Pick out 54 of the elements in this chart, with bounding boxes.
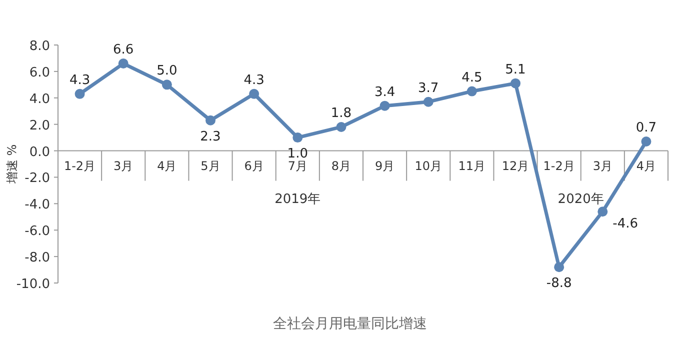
data-label: 1.8: [330, 106, 352, 121]
point: [206, 115, 216, 126]
y-tick-label: 0.0: [29, 144, 50, 160]
x-tick-label: 8月: [331, 158, 352, 173]
point: [118, 58, 128, 69]
data-label: 6.6: [113, 42, 134, 58]
annotation: 2020年: [558, 192, 604, 207]
x-tick-label: 3月: [592, 158, 612, 173]
x-tick-label: 1-2月: [543, 158, 575, 173]
x-tick-label: 3月: [114, 158, 134, 173]
data-label: -8.8: [546, 276, 572, 292]
data-label: -4.6: [612, 216, 638, 232]
data-label: 5.1: [505, 62, 526, 78]
x-tick-label: 6月: [244, 158, 264, 173]
y-tick-label: -4.0: [24, 198, 50, 213]
data-label: 2.3: [200, 129, 221, 144]
data-label: 3.4: [374, 84, 396, 100]
point: [554, 262, 564, 272]
data-label: 0.7: [636, 120, 657, 136]
y-tick-label: 2.0: [29, 118, 50, 134]
y-tick-label: -10.0: [16, 277, 50, 292]
x-tick-label: 5月: [200, 158, 220, 173]
y-axis-title: 增速 %: [5, 144, 19, 185]
point: [162, 80, 172, 90]
data-label: 4.3: [69, 72, 90, 88]
annotation: 2019年: [274, 192, 321, 207]
point: [249, 88, 260, 99]
point: [74, 88, 85, 99]
y-tick-label: -8.0: [24, 250, 50, 266]
y-tick-label: -2.0: [24, 171, 50, 186]
point: [336, 122, 346, 132]
y-tick-label: -6.0: [24, 224, 50, 240]
point: [292, 132, 303, 143]
x-tick-label: 4月: [636, 158, 656, 173]
point: [380, 100, 390, 111]
point: [641, 136, 652, 147]
x-tick-label: 10月: [414, 158, 442, 173]
point: [510, 78, 520, 88]
data-label: 5.0: [156, 64, 178, 79]
x-tick-label: 12月: [502, 158, 530, 173]
x-tick-label: 1-2月: [64, 158, 96, 173]
x-tick-label: 4月: [157, 158, 177, 173]
point: [423, 96, 434, 107]
point: [466, 86, 477, 96]
y-tick-label: 6.0: [29, 65, 50, 80]
y-tick-label: 4.0: [29, 92, 50, 107]
y-tick-label: 8.0: [29, 39, 50, 54]
data-label: 4.3: [244, 72, 264, 88]
data-label: 3.7: [418, 80, 439, 96]
x-tick-label: 9月: [374, 158, 395, 173]
x-tick-label: 11月: [458, 158, 486, 173]
data-label: 4.5: [462, 70, 482, 86]
text: 全社会月用电量同比增速: [273, 316, 427, 332]
point: [598, 206, 608, 217]
